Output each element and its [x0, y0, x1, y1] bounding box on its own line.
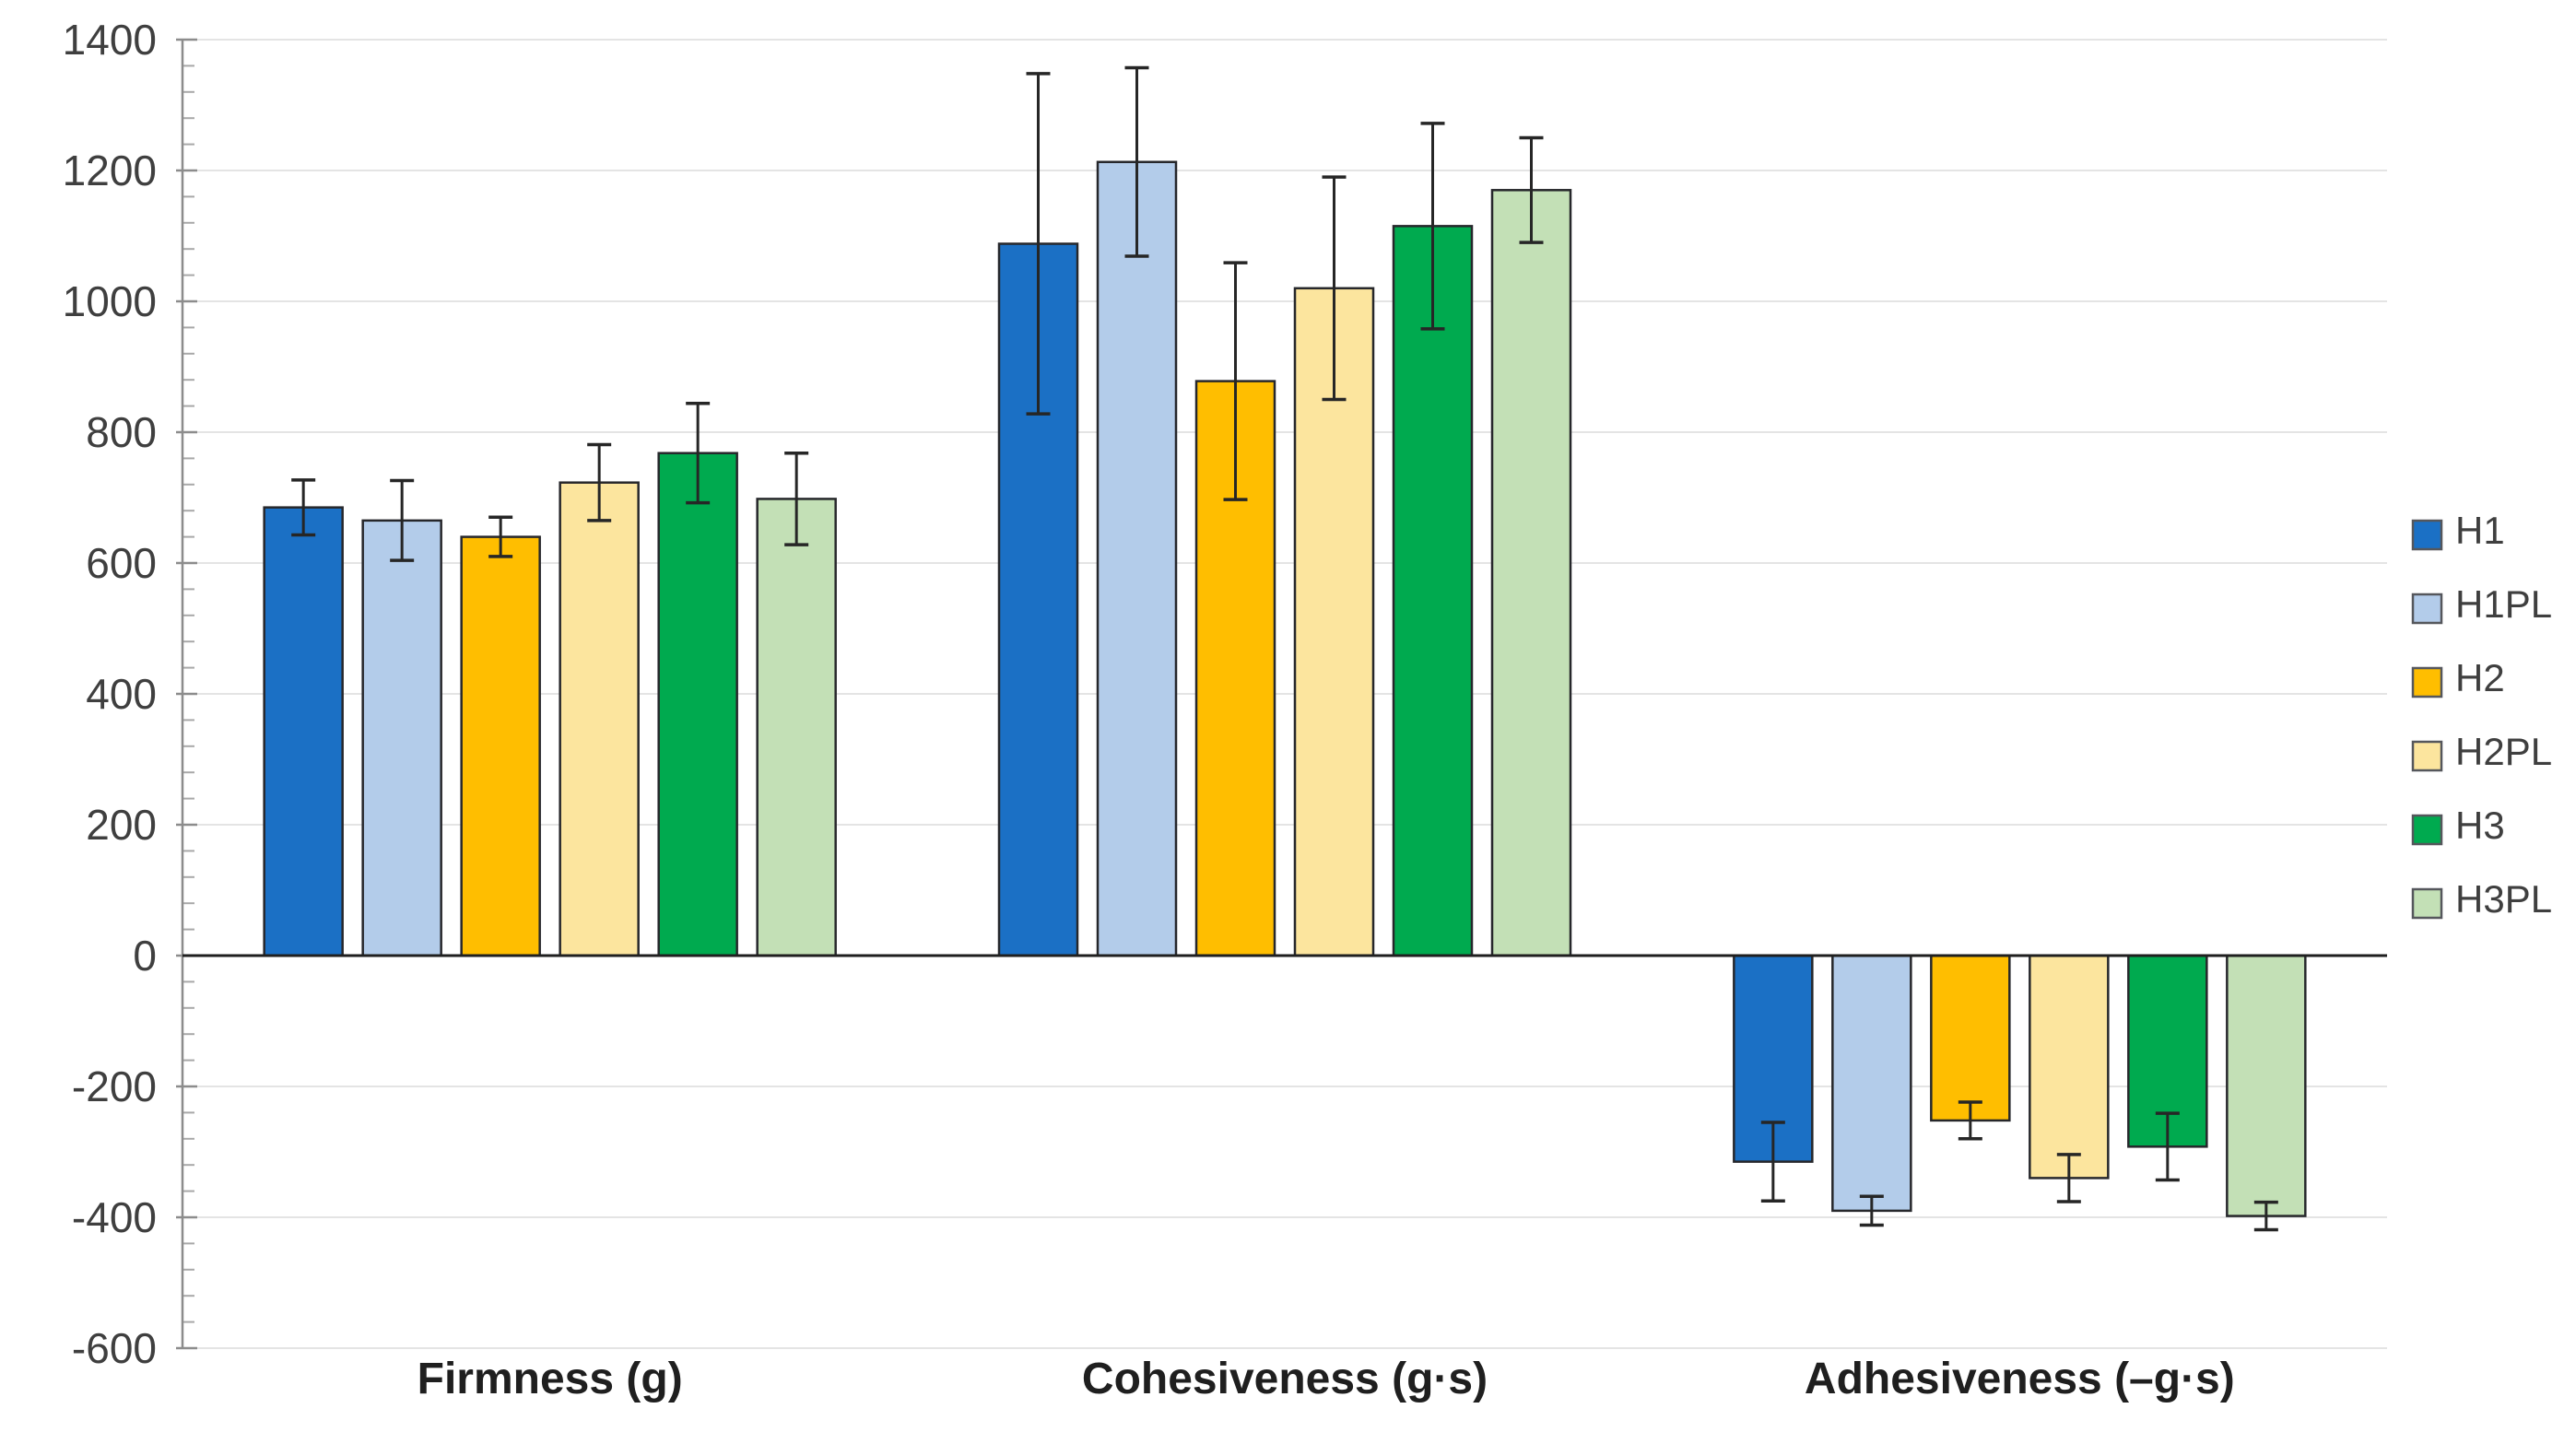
y-tick-label: 200 [86, 801, 157, 849]
y-tick-label: 600 [86, 539, 157, 587]
legend-item-H1: H1 [2411, 509, 2505, 552]
bar-H3PL-3 [2226, 954, 2307, 1217]
bar-H2PL-3 [2029, 954, 2110, 1180]
legend-item-H2: H2 [2411, 656, 2505, 699]
bar-H1PL-1 [361, 519, 442, 957]
legend-label-H2PL: H2PL [2455, 730, 2552, 773]
y-tick-label: 1200 [63, 147, 157, 194]
legend-swatch-H2PL [2411, 740, 2443, 772]
bar-H2PL-1 [559, 481, 640, 957]
legend-swatch-H3 [2411, 814, 2443, 846]
legend-label-H3: H3 [2455, 804, 2505, 847]
bar-H3-1 [657, 452, 738, 957]
legend-label-H1PL: H1PL [2455, 582, 2552, 626]
y-tick-label: 400 [86, 670, 157, 718]
legend-item-H3PL: H3PL [2411, 877, 2552, 921]
legend-item-H1PL: H1PL [2411, 582, 2552, 626]
y-tick-label: -400 [72, 1193, 157, 1241]
bar-H2-2 [1194, 380, 1276, 957]
y-tick-label: 800 [86, 408, 157, 456]
legend-swatch-H1 [2411, 519, 2443, 551]
y-tick-label: -200 [72, 1062, 157, 1110]
y-tick-label: 0 [133, 932, 157, 980]
bar-H2-1 [460, 535, 541, 957]
x-category-label: Cohesiveness (g·s) [1082, 1355, 1488, 1403]
bar-H1PL-2 [1096, 160, 1178, 957]
bar-H3PL-1 [756, 498, 837, 957]
legend-label-H3PL: H3PL [2455, 877, 2552, 921]
bar-H3-2 [1392, 225, 1474, 957]
bar-H2-3 [1930, 954, 2011, 1122]
legend-swatch-H1PL [2411, 593, 2443, 625]
x-category-label: Adhesiveness (–g·s) [1805, 1355, 2235, 1403]
bar-H1-1 [263, 506, 344, 957]
bar-H1PL-3 [1831, 954, 1912, 1213]
y-tick-label: 1000 [63, 277, 157, 325]
y-tick-label: 1400 [63, 16, 157, 64]
legend-swatch-H2 [2411, 666, 2443, 698]
y-tick-label: -600 [72, 1324, 157, 1372]
legend-item-H2PL: H2PL [2411, 730, 2552, 773]
legend-item-H3: H3 [2411, 804, 2505, 847]
bar-H3PL-2 [1490, 189, 1572, 957]
legend-label-H1: H1 [2455, 509, 2505, 552]
x-category-label: Firmness (g) [418, 1355, 683, 1403]
legend-swatch-H3PL [2411, 887, 2443, 920]
legend-label-H2: H2 [2455, 656, 2505, 699]
